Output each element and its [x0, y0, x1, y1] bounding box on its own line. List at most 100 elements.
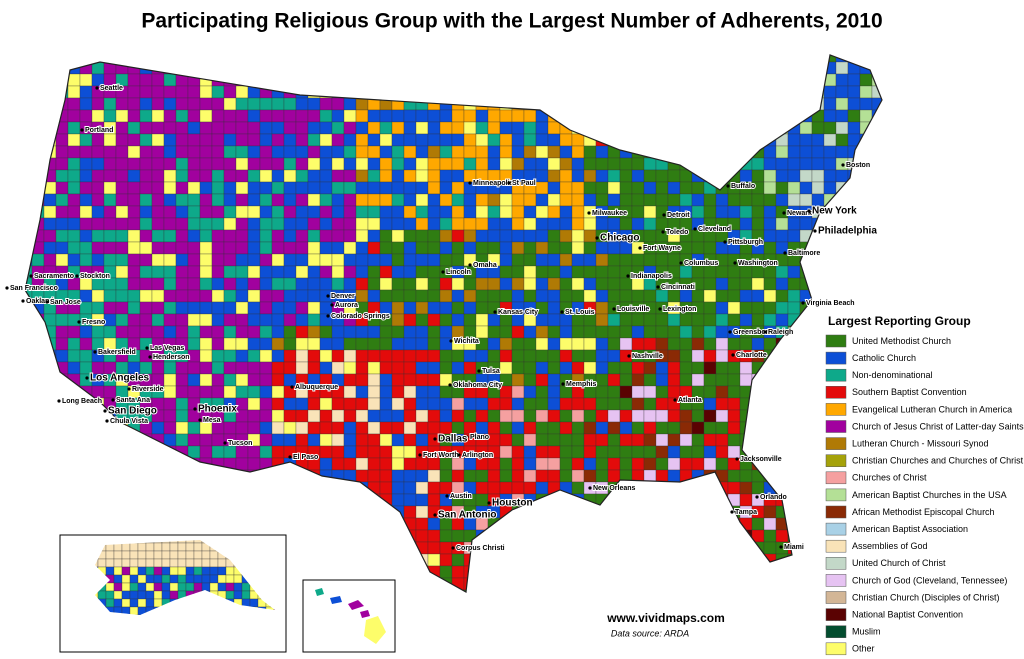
county — [535, 433, 549, 447]
county — [619, 433, 633, 447]
county — [631, 217, 645, 231]
county — [67, 97, 81, 111]
county — [391, 493, 405, 507]
borough — [121, 550, 131, 560]
county — [703, 337, 717, 351]
county — [43, 55, 57, 63]
county — [751, 157, 765, 171]
county — [535, 541, 549, 555]
county — [115, 205, 129, 219]
city-label: Boston — [846, 162, 870, 169]
county — [199, 253, 213, 267]
county — [811, 481, 825, 495]
county — [439, 55, 453, 63]
county — [499, 133, 513, 147]
county — [103, 457, 117, 471]
county — [343, 505, 357, 519]
county — [871, 55, 882, 63]
county — [463, 97, 477, 111]
county — [283, 85, 297, 99]
county — [343, 109, 357, 123]
county — [607, 61, 621, 75]
county — [583, 469, 597, 483]
county — [643, 193, 657, 207]
county — [175, 181, 189, 195]
borough — [233, 582, 243, 592]
county — [295, 529, 309, 543]
county — [715, 529, 729, 543]
county — [343, 493, 357, 507]
county — [211, 385, 225, 399]
county — [511, 325, 525, 339]
county — [319, 361, 333, 375]
county — [67, 55, 81, 63]
county — [355, 193, 369, 207]
county — [859, 85, 873, 99]
county — [199, 205, 213, 219]
county — [283, 469, 297, 483]
county — [247, 121, 261, 135]
county — [391, 145, 405, 159]
city-dot — [193, 407, 197, 411]
county — [763, 397, 777, 411]
county — [427, 457, 441, 471]
county — [247, 409, 261, 423]
borough — [209, 582, 219, 592]
county — [595, 313, 609, 327]
city-label: New York — [812, 206, 857, 217]
county — [367, 181, 381, 195]
county — [259, 109, 273, 123]
county — [703, 553, 717, 567]
county — [511, 253, 525, 267]
county — [715, 55, 729, 63]
county — [403, 493, 417, 507]
county — [283, 145, 297, 159]
county — [451, 121, 465, 135]
county — [655, 289, 669, 303]
county — [703, 55, 717, 63]
county — [667, 373, 681, 387]
borough — [153, 550, 163, 560]
city-dot — [468, 263, 472, 267]
county — [571, 349, 585, 363]
city-dot — [626, 274, 630, 278]
county — [667, 55, 681, 63]
county — [739, 313, 753, 327]
county — [799, 361, 813, 375]
county — [655, 505, 669, 519]
county — [259, 121, 273, 135]
county — [103, 493, 117, 507]
county — [427, 301, 441, 315]
county — [367, 409, 381, 423]
county — [151, 325, 165, 339]
county — [775, 181, 789, 195]
county — [715, 517, 729, 531]
county — [631, 205, 645, 219]
county — [25, 505, 33, 519]
borough — [225, 590, 235, 600]
county — [427, 337, 441, 351]
county — [211, 481, 225, 495]
county — [475, 553, 489, 567]
county — [211, 109, 225, 123]
county — [91, 481, 105, 495]
county — [259, 157, 273, 171]
county — [91, 421, 105, 435]
county — [739, 289, 753, 303]
county — [175, 97, 189, 111]
county — [859, 73, 873, 87]
county — [319, 541, 333, 555]
county — [583, 157, 597, 171]
county — [187, 337, 201, 351]
county — [343, 277, 357, 291]
county — [715, 565, 729, 579]
county — [25, 97, 33, 111]
county — [283, 73, 297, 87]
county — [271, 55, 285, 63]
county — [271, 169, 285, 183]
county — [415, 97, 429, 111]
county — [25, 589, 33, 592]
county — [607, 157, 621, 171]
county — [835, 145, 849, 159]
